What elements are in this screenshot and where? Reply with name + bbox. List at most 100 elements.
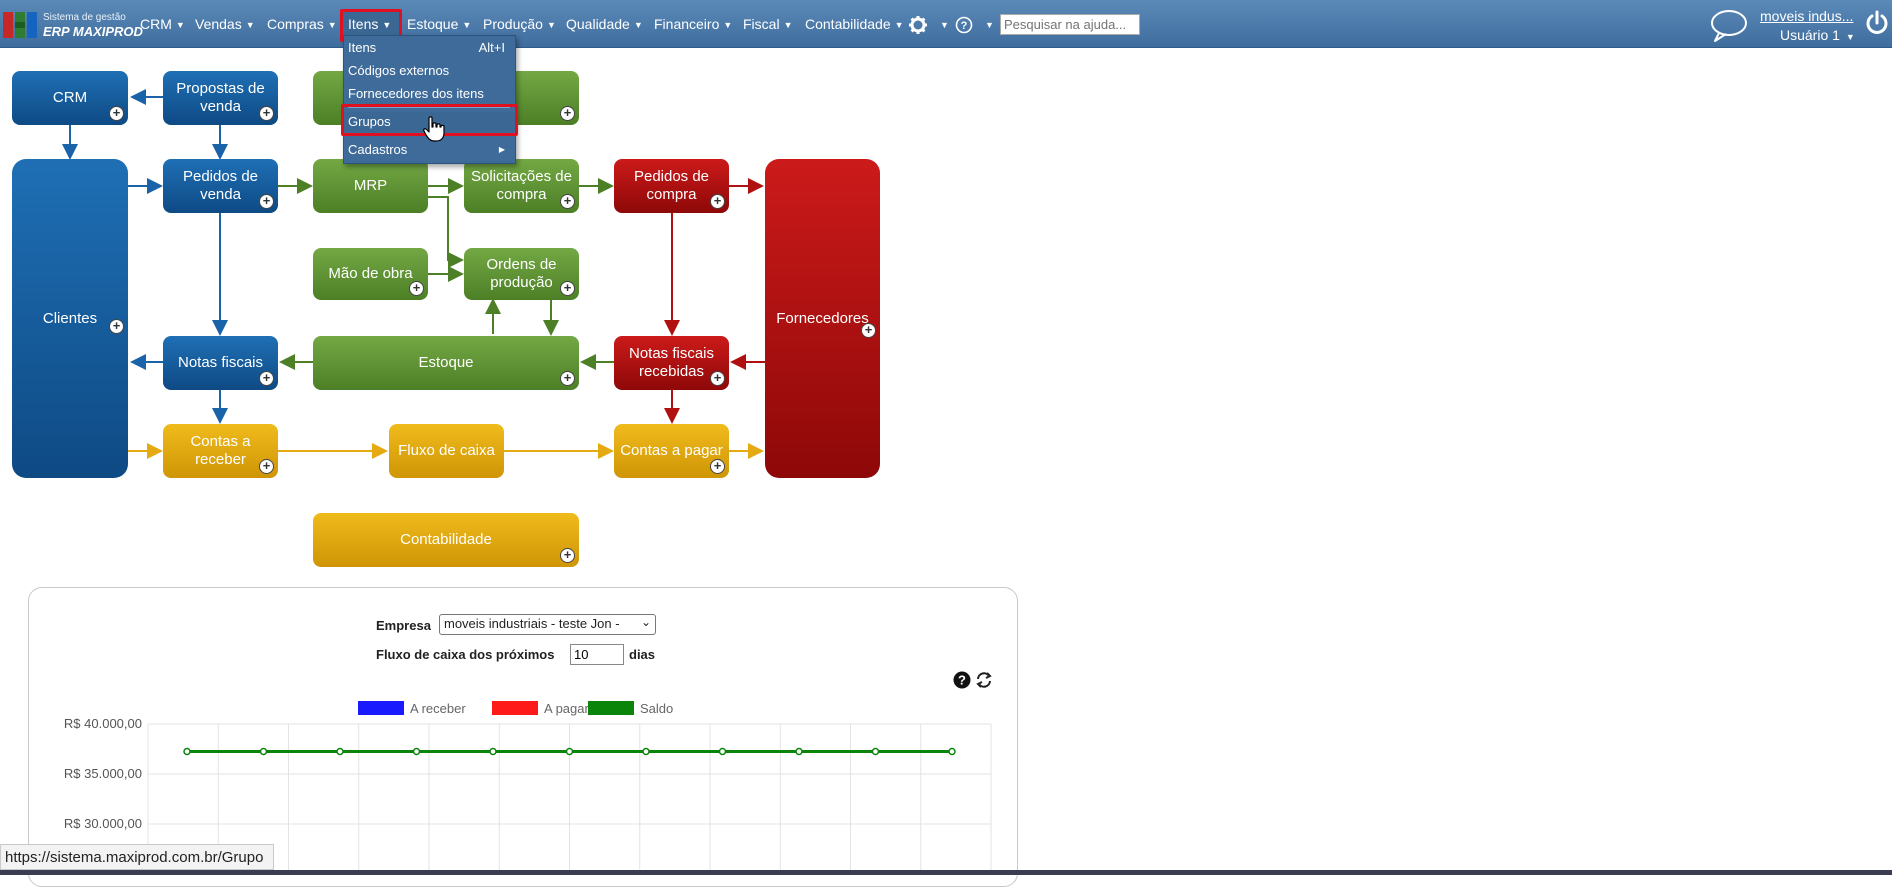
user-name-label: Usuário 1	[1780, 27, 1840, 43]
dropdown-item-itens[interactable]: Itens Alt+I	[344, 38, 515, 58]
node-contas-pagar[interactable]: Contas a pagar +	[614, 424, 729, 478]
add-notas-recebidas-icon[interactable]: +	[710, 371, 725, 386]
add-estoque-icon[interactable]: +	[560, 371, 575, 386]
menu-contabilidade-label: Contabilidade	[805, 16, 891, 32]
legend-swatch	[492, 701, 538, 715]
data-point[interactable]	[718, 747, 727, 756]
data-point[interactable]	[489, 747, 497, 756]
settings-menu[interactable]: ▼	[908, 0, 949, 48]
menu-crm[interactable]: CRM ▼	[140, 0, 185, 48]
status-bar-url: https://sistema.maxiprod.com.br/Grupo	[0, 844, 275, 870]
data-point[interactable]	[871, 747, 880, 756]
menu-fiscal[interactable]: Fiscal ▼	[743, 0, 792, 48]
menu-contabilidade[interactable]: Contabilidade ▼	[805, 0, 904, 48]
node-contas-receber[interactable]: Contas a receber +	[163, 424, 278, 478]
help-search-input[interactable]	[1000, 14, 1140, 35]
add-notas-fiscais-icon[interactable]: +	[259, 371, 274, 386]
menu-financeiro-label: Financeiro	[654, 16, 720, 32]
node-crm[interactable]: CRM +	[12, 71, 128, 125]
chart-y-ticks: R$ 40.000,00 R$ 35.000,00 R$ 30.000,00	[64, 716, 142, 831]
refresh-icon[interactable]	[975, 671, 993, 689]
add-crm-icon[interactable]: +	[109, 106, 124, 121]
node-pedidos-compra-label: Pedidos de compra	[633, 168, 710, 203]
node-pedidos-compra[interactable]: Pedidos de compra +	[614, 159, 729, 213]
add-mao-obra-icon[interactable]: +	[409, 281, 424, 296]
dropdown-item-cadastros[interactable]: Cadastros ▶	[344, 140, 515, 160]
node-notas-fiscais[interactable]: Notas fiscais +	[163, 336, 278, 390]
node-solicitacoes[interactable]: Solicitações de compra +	[464, 159, 579, 213]
dropdown-item-fornecedores-label: Fornecedores dos itens	[348, 86, 484, 101]
node-notas-fiscais-label: Notas fiscais	[177, 354, 264, 371]
itens-dropdown-menu: Itens Alt+I Códigos externos Fornecedores…	[343, 35, 516, 164]
add-contas-receber-icon[interactable]: +	[259, 459, 274, 474]
node-clientes-label: Clientes	[42, 309, 98, 327]
add-ordens-icon[interactable]: +	[560, 281, 575, 296]
data-point[interactable]	[259, 747, 268, 756]
caret-down-icon: ▼	[546, 20, 556, 30]
chat-bubble-icon[interactable]	[1709, 7, 1749, 43]
menu-qualidade-label: Qualidade	[566, 16, 630, 32]
flow-arrows	[62, 89, 765, 459]
add-pedidos-venda-icon[interactable]: +	[259, 194, 274, 209]
data-point[interactable]	[948, 747, 956, 756]
help-menu[interactable]: ? ▼	[955, 0, 994, 48]
menu-estoque-label: Estoque	[407, 16, 459, 32]
power-icon[interactable]	[1864, 10, 1890, 36]
data-point[interactable]	[642, 747, 650, 756]
menu-estoque[interactable]: Estoque ▼	[407, 0, 471, 48]
node-estoque-label: Estoque	[418, 354, 474, 371]
add-clientes-icon[interactable]: +	[109, 319, 124, 334]
add-contabilidade-icon[interactable]: +	[560, 548, 575, 563]
empresa-select[interactable]: moveis industriais - teste Jon - ⌄	[439, 614, 656, 635]
add-itens-icon[interactable]: +	[560, 106, 575, 121]
node-propostas[interactable]: Propostas de venda +	[163, 71, 278, 125]
menu-qualidade[interactable]: Qualidade ▼	[566, 0, 643, 48]
node-ordens[interactable]: Ordens de produção +	[464, 248, 579, 300]
menu-compras[interactable]: Compras ▼	[267, 0, 337, 48]
dropdown-item-codigos-externos[interactable]: Códigos externos	[344, 61, 515, 81]
data-point[interactable]	[565, 747, 574, 756]
caret-down-icon: ▼	[940, 20, 949, 30]
node-contas-pagar-label: Contas a pagar	[620, 442, 723, 459]
node-notas-recebidas[interactable]: Notas fiscais recebidas +	[614, 336, 729, 390]
menu-vendas[interactable]: Vendas ▼	[195, 0, 255, 48]
maxiprod-logo[interactable]: Sistema de gestão ERP MAXIPROD	[3, 8, 143, 40]
data-point[interactable]	[336, 747, 344, 756]
add-propostas-icon[interactable]: +	[259, 106, 274, 121]
add-pedidos-compra-icon[interactable]: +	[710, 194, 725, 209]
node-fluxo-caixa[interactable]: Fluxo de caixa	[389, 424, 504, 478]
add-fornecedores-icon[interactable]: +	[861, 323, 876, 338]
node-mrp[interactable]: MRP	[313, 159, 428, 213]
add-solicitacoes-icon[interactable]: +	[560, 194, 575, 209]
data-point[interactable]	[412, 747, 421, 756]
user-menu[interactable]: Usuário 1 ▼	[1780, 27, 1855, 43]
dias-label: dias	[629, 647, 656, 662]
help-icon[interactable]: ?	[953, 671, 971, 689]
dropdown-item-fornecedores-itens[interactable]: Fornecedores dos itens	[344, 84, 515, 104]
node-ordens-label: Ordens de produção	[486, 256, 557, 291]
logo-subtitle: Sistema de gestão	[43, 12, 126, 23]
caret-down-icon: ▼	[382, 20, 392, 30]
y-tick-label: R$ 40.000,00	[64, 716, 142, 731]
dias-input[interactable]	[570, 644, 624, 665]
node-clientes[interactable]: Clientes +	[12, 159, 128, 478]
menu-producao[interactable]: Produção ▼	[483, 0, 556, 48]
node-contabilidade[interactable]: Contabilidade +	[313, 513, 579, 567]
node-fornecedores[interactable]: Fornecedores +	[765, 159, 880, 478]
svg-text:?: ?	[958, 673, 966, 688]
add-contas-pagar-icon[interactable]: +	[710, 459, 725, 474]
menu-financeiro[interactable]: Financeiro ▼	[654, 0, 732, 48]
data-point[interactable]	[183, 747, 191, 756]
node-mao-obra[interactable]: Mão de obra +	[313, 248, 428, 300]
data-point[interactable]	[795, 747, 803, 756]
menu-itens[interactable]: Itens ▼	[348, 0, 391, 48]
empresa-label: Empresa	[376, 618, 431, 633]
node-pedidos-venda[interactable]: Pedidos de venda +	[163, 159, 278, 213]
y-tick-label: R$ 35.000,00	[64, 766, 142, 781]
node-fluxo-caixa-label: Fluxo de caixa	[398, 442, 495, 459]
caret-down-icon: ▼	[245, 20, 255, 30]
dropdown-item-itens-label: Itens	[348, 40, 377, 55]
caret-down-icon: ▼	[1845, 32, 1855, 42]
node-estoque[interactable]: Estoque +	[313, 336, 579, 390]
company-link[interactable]: moveis indus...	[1760, 8, 1854, 24]
